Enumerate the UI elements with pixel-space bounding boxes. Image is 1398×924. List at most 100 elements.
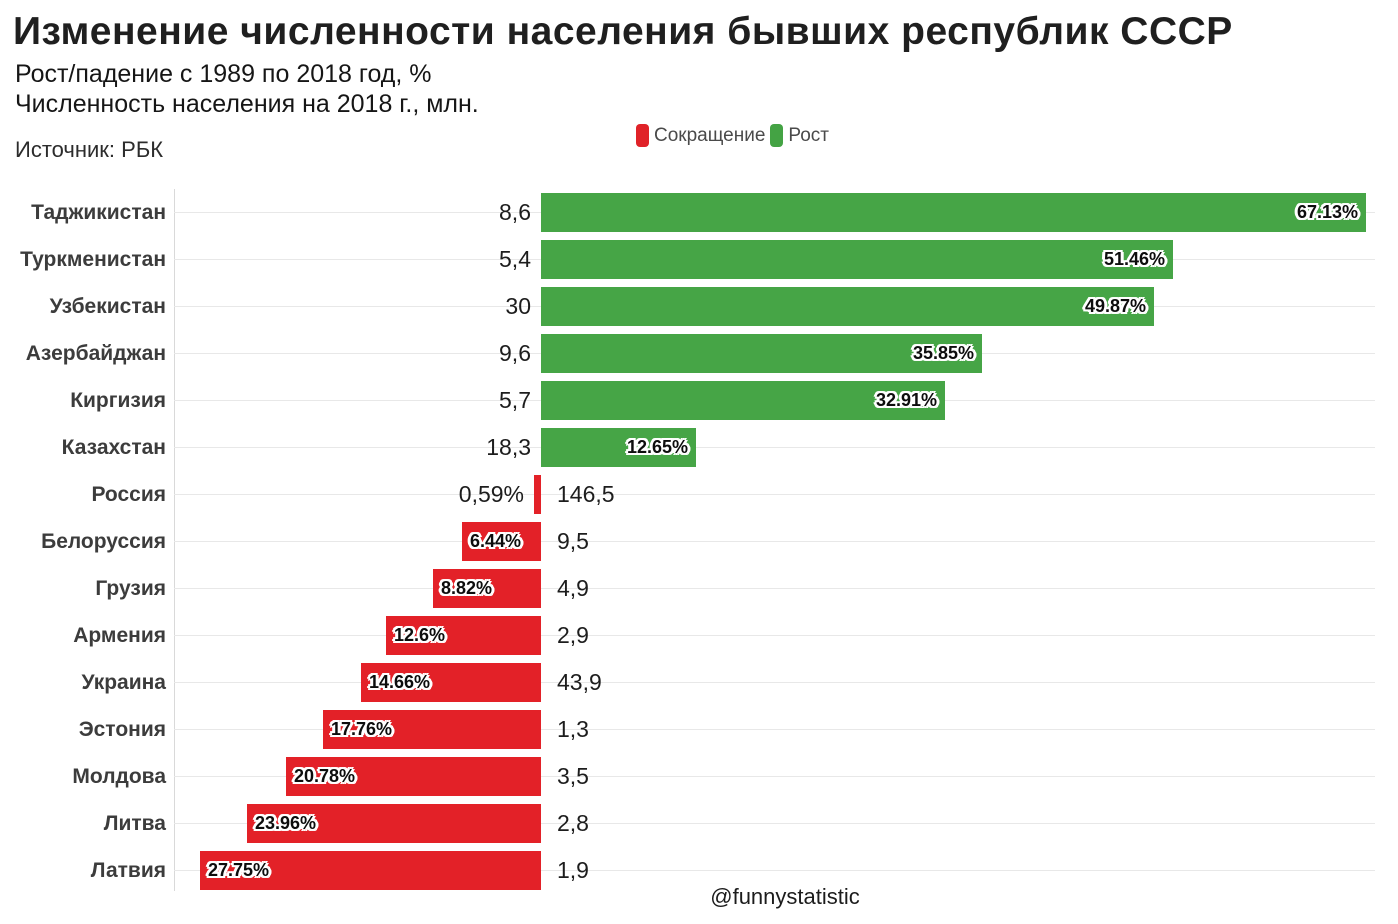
category-label: Латвия	[90, 859, 166, 882]
page-title: Изменение численности населения бывших р…	[13, 10, 1233, 53]
gridline	[174, 682, 1375, 683]
percent-label: 67.13%	[1296, 202, 1358, 222]
percent-label: 12.65%	[626, 437, 688, 457]
chart-row: Белоруссия 9,5 6.44%	[0, 518, 1398, 565]
category-label: Киргизия	[70, 389, 166, 412]
population-label: 9,5	[557, 528, 589, 554]
bar	[541, 287, 1154, 326]
bar	[534, 475, 541, 514]
category-label: Эстония	[78, 718, 166, 741]
category-label: Белоруссия	[41, 530, 166, 553]
population-label: 5,7	[499, 387, 531, 413]
bar	[541, 381, 945, 420]
chart-row: Таджикистан 8,6 67.13%	[0, 189, 1398, 236]
chart-row: Украина 43,9 14.66%	[0, 659, 1398, 706]
gridline	[174, 729, 1375, 730]
population-label: 4,9	[557, 575, 589, 601]
population-label: 2,9	[557, 622, 589, 648]
gridline	[174, 494, 1375, 495]
category-label: Узбекистан	[49, 295, 166, 318]
category-label: Азербайджан	[25, 342, 166, 365]
population-label: 8,6	[499, 199, 531, 225]
population-label: 43,9	[557, 669, 602, 695]
gridline	[174, 541, 1375, 542]
category-label: Армения	[73, 624, 166, 647]
category-label: Казахстан	[61, 436, 166, 459]
chart-row: Казахстан 18,3 12.65%	[0, 424, 1398, 471]
gridline	[174, 776, 1375, 777]
population-label: 18,3	[486, 434, 531, 460]
category-label: Грузия	[95, 577, 166, 600]
category-label: Россия	[91, 483, 166, 506]
bar	[200, 851, 541, 890]
bar	[361, 663, 541, 702]
subtitle-change: Рост/падение с 1989 по 2018 год, %	[15, 60, 432, 88]
percent-label: 0,59%	[458, 481, 524, 507]
population-label: 2,8	[557, 810, 589, 836]
percent-label: 20.78%	[294, 766, 356, 786]
population-label: 3,5	[557, 763, 589, 789]
percent-label: 49.87%	[1084, 296, 1146, 316]
percent-label: 23.96%	[255, 813, 317, 833]
gridline	[174, 588, 1375, 589]
percent-label: 6.44%	[470, 531, 522, 551]
category-label: Литва	[103, 812, 166, 835]
chart-row: Эстония 1,3 17.76%	[0, 706, 1398, 753]
chart-row: Киргизия 5,7 32.91%	[0, 377, 1398, 424]
bar	[541, 193, 1366, 232]
legend: Сокращение Рост	[636, 124, 829, 147]
chart-row: Узбекистан 30 49.87%	[0, 283, 1398, 330]
percent-label: 51.46%	[1103, 249, 1165, 269]
population-label: 1,3	[557, 716, 589, 742]
legend-item-decline: Сокращение	[636, 124, 765, 147]
chart-row: Грузия 4,9 8.82%	[0, 565, 1398, 612]
percent-label: 8.82%	[441, 578, 493, 598]
percent-label: 35.85%	[912, 343, 974, 363]
bar	[541, 428, 696, 467]
population-label: 30	[505, 293, 531, 319]
author-handle: @funnystatistic	[710, 884, 860, 909]
bar-chart: Таджикистан 8,6 67.13% Туркменистан 5,4 …	[0, 189, 1398, 894]
population-label: 5,4	[499, 246, 531, 272]
bar	[386, 616, 541, 655]
category-label: Молдова	[72, 765, 166, 788]
legend-label-decline: Сокращение	[654, 124, 766, 146]
gridline	[174, 635, 1375, 636]
bar	[247, 804, 541, 843]
chart-row: Молдова 3,5 20.78%	[0, 753, 1398, 800]
y-axis-line	[174, 189, 175, 891]
chart-row: Россия 146,5 0,59%	[0, 471, 1398, 518]
percent-label: 14.66%	[369, 672, 431, 692]
subtitle-population: Численность населения на 2018 г., млн.	[15, 90, 479, 118]
category-label: Туркменистан	[20, 248, 166, 271]
bar	[286, 757, 541, 796]
legend-label-growth: Рост	[788, 124, 830, 146]
chart-row: Армения 2,9 12.6%	[0, 612, 1398, 659]
population-label: 146,5	[557, 481, 615, 507]
bar	[433, 569, 541, 608]
percent-label: 27.75%	[208, 860, 270, 880]
growth-swatch-icon	[770, 124, 784, 147]
category-label: Таджикистан	[31, 201, 166, 224]
chart-row: Латвия 1,9 27.75%	[0, 847, 1398, 894]
decline-swatch-icon	[636, 124, 649, 147]
source-label: Источник: РБК	[15, 137, 164, 162]
gridline	[174, 447, 1375, 448]
percent-label: 17.76%	[331, 719, 393, 739]
gridline	[174, 870, 1375, 871]
bar	[541, 334, 982, 373]
chart-row: Литва 2,8 23.96%	[0, 800, 1398, 847]
chart-row: Азербайджан 9,6 35.85%	[0, 330, 1398, 377]
bar	[462, 522, 541, 561]
percent-label: 12.6%	[394, 625, 446, 645]
percent-label: 32.91%	[875, 390, 937, 410]
bar	[323, 710, 541, 749]
bar	[541, 240, 1173, 279]
population-label: 9,6	[499, 340, 531, 366]
population-label: 1,9	[557, 857, 589, 883]
chart-row: Туркменистан 5,4 51.46%	[0, 236, 1398, 283]
legend-item-growth: Рост	[770, 124, 829, 147]
gridline	[174, 823, 1375, 824]
category-label: Украина	[81, 671, 166, 694]
